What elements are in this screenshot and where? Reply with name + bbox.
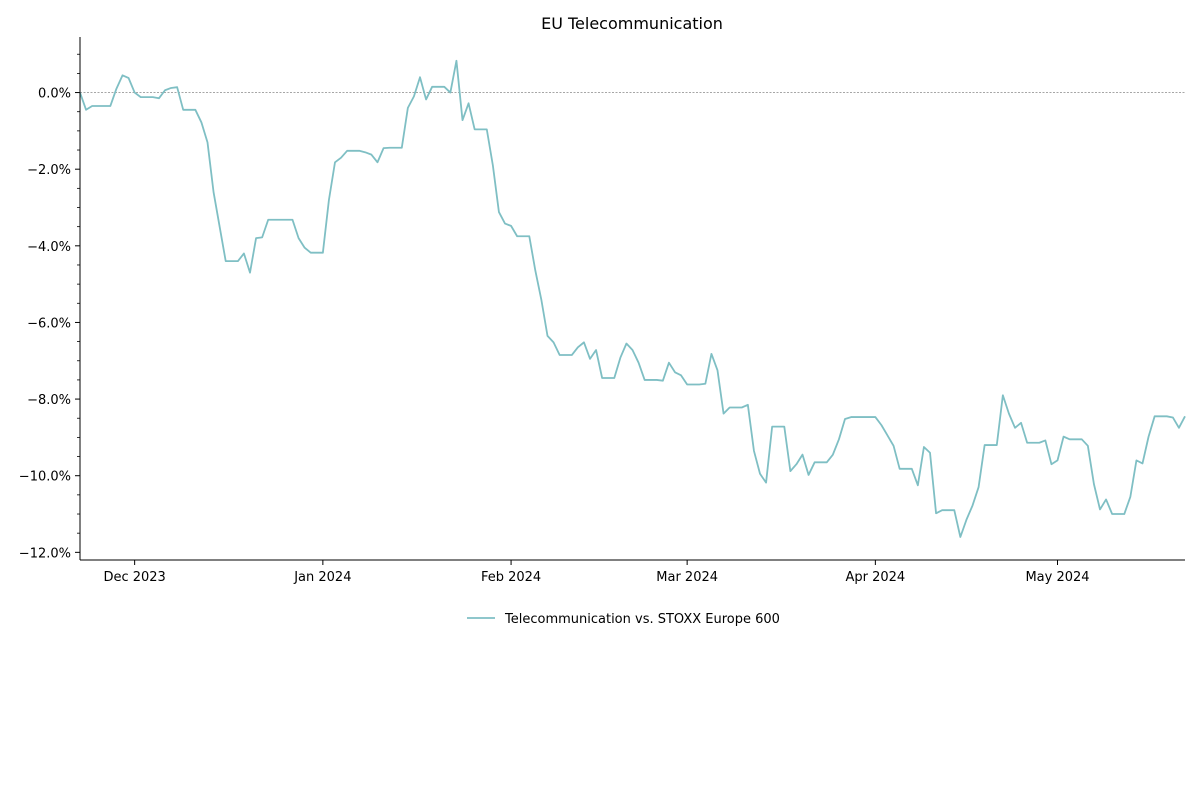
x-tick-label: Apr 2024: [845, 570, 905, 585]
chart-title: EU Telecommunication: [541, 14, 723, 33]
y-tick-label: −8.0%: [27, 393, 71, 408]
y-tick-label: −12.0%: [19, 546, 71, 561]
y-tick-label: −4.0%: [27, 240, 71, 255]
legend: Telecommunication vs. STOXX Europe 600: [467, 612, 780, 627]
legend-label: Telecommunication vs. STOXX Europe 600: [504, 612, 780, 627]
x-tick-label: Feb 2024: [481, 570, 541, 585]
x-tick-label: Dec 2023: [103, 570, 165, 585]
x-tick-label: Jan 2024: [293, 570, 351, 585]
y-axis-ticks: 0.0% −2.0% −4.0% −6.0% −8.0% −10.0% −12.0%: [19, 87, 80, 561]
x-tick-label: May 2024: [1025, 570, 1089, 585]
y-tick-label: −10.0%: [19, 470, 71, 485]
y-tick-label: −6.0%: [27, 316, 71, 331]
series-line-telecommunication: [79, 59, 1186, 538]
x-tick-label: Mar 2024: [656, 570, 718, 585]
x-axis-ticks: Dec 2023 Jan 2024 Feb 2024 Mar 2024 Apr 2024…: [103, 560, 1090, 585]
y-tick-label: −2.0%: [27, 163, 71, 178]
y-tick-label: 0.0%: [38, 87, 71, 102]
